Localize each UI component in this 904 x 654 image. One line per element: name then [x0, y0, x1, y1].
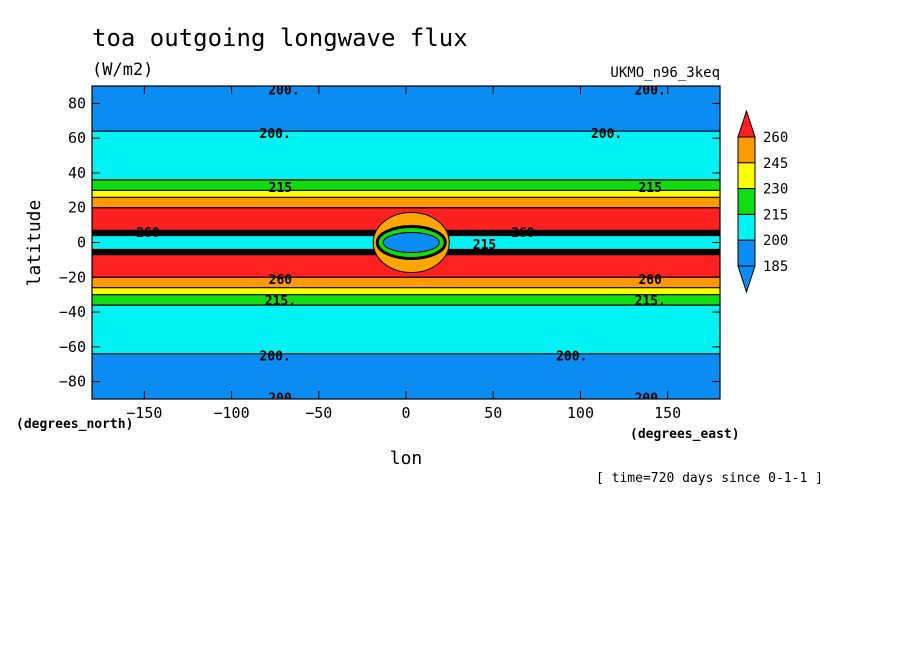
- contour-label: 200.: [260, 350, 291, 365]
- minimum-region-0: [382, 232, 440, 253]
- contour-label: 215.: [265, 294, 296, 309]
- lat-band-3: [92, 190, 720, 198]
- y-tick-label: 40: [68, 164, 86, 182]
- contour-label: 215: [638, 181, 661, 196]
- lat-band-12: [92, 294, 720, 306]
- y-tick-label: 80: [68, 94, 86, 112]
- lat-band-13: [92, 305, 720, 354]
- contour-label: 200.: [268, 391, 299, 406]
- colorbar-box: [737, 188, 756, 215]
- colorbar-arrow-bottom: [737, 265, 756, 294]
- contour-label: 260: [136, 226, 160, 241]
- colorbar-box: [737, 213, 756, 241]
- lat-band-1: [92, 131, 720, 180]
- colorbar-label: 230: [763, 182, 788, 198]
- time-note: [ time=720 days since 0-1-1 ]: [596, 471, 823, 486]
- dataset-label: UKMO_n96_3keq: [610, 65, 720, 81]
- plot-area: 200. 200. 200. 200. 215 215 260 260 215 260 260 215…: [92, 83, 720, 406]
- y-axis: 80 60 40 20 0 −20 −40 −60 −80: [59, 94, 720, 391]
- x-units-label: (degrees_east): [630, 427, 740, 442]
- contour-label: 215: [269, 181, 292, 196]
- contour-label: 200.: [260, 127, 291, 142]
- y-tick-label: 0: [77, 234, 86, 252]
- contour-label: 200.: [635, 83, 666, 98]
- contour-label: 200.: [635, 391, 666, 406]
- y-axis-label: latitude: [24, 200, 45, 287]
- y-tick-label: 60: [68, 129, 86, 147]
- colorbar-box: [737, 239, 756, 267]
- y-tick-label: −20: [59, 268, 86, 286]
- chart-title: toa outgoing longwave flux: [92, 24, 468, 52]
- y-tick-label: −60: [59, 338, 86, 356]
- x-tick-label: 50: [484, 404, 502, 422]
- colorbar-label: 260: [763, 130, 788, 146]
- contour-label: 215.: [635, 294, 666, 309]
- contour-label: 200.: [268, 83, 299, 98]
- colorbar-label: 215: [763, 207, 788, 223]
- colorbar-label: 245: [763, 156, 788, 172]
- colorbar-box: [737, 136, 756, 164]
- lat-band-4: [92, 197, 720, 208]
- x-tick-label: −150: [126, 404, 162, 422]
- x-axis: −150 −100 −50 0 50 100 150: [126, 86, 681, 422]
- contour-label: 215: [473, 238, 496, 253]
- x-tick-label: −50: [305, 404, 332, 422]
- x-tick-label: 100: [567, 404, 594, 422]
- colorbar-box: [737, 162, 756, 190]
- contour-label: 200.: [556, 350, 587, 365]
- lat-band-11: [92, 287, 720, 295]
- y-units-label: (degrees_north): [16, 417, 133, 432]
- y-tick-label: −40: [59, 303, 86, 321]
- x-tick-label: 0: [401, 404, 410, 422]
- lat-band-10: [92, 277, 720, 288]
- x-axis-label: lon: [390, 448, 423, 469]
- contour-label: 260: [269, 273, 293, 288]
- colorbar-label: 200: [763, 233, 788, 249]
- y-tick-label: −80: [59, 373, 86, 391]
- lat-band-2: [92, 179, 720, 191]
- colorbar-label: 185: [763, 259, 788, 275]
- chart-units: (W/m2): [92, 60, 153, 80]
- x-tick-label: −100: [213, 404, 249, 422]
- y-tick-label: 20: [68, 199, 86, 217]
- contour-label: 260: [511, 226, 535, 241]
- x-tick-label: 150: [654, 404, 681, 422]
- colorbar-legend: 260 245 230 215 200 185: [737, 109, 788, 294]
- contour-label: 260: [638, 273, 662, 288]
- contour-label: 200.: [591, 127, 622, 142]
- colorbar-arrow-top: [737, 109, 756, 138]
